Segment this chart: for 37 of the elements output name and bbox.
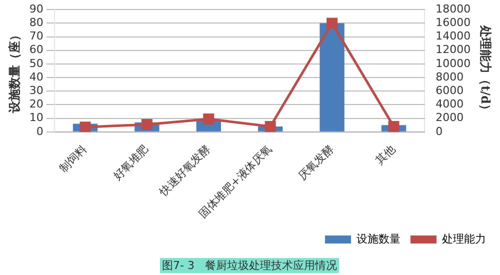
point <box>326 18 338 29</box>
y2-tick-label: 4000 <box>436 98 464 111</box>
y-tick-label: 40 <box>29 70 44 84</box>
y-tick-label: 0 <box>36 124 44 138</box>
point <box>80 122 91 132</box>
y2-tick-label: 10000 <box>436 56 471 70</box>
point <box>203 114 214 125</box>
x-tick-label: 制饲料 <box>56 142 90 176</box>
x-tick-label: 好氧堆肥 <box>110 142 152 183</box>
x-tick-label: 快速好氧发酵 <box>156 142 213 200</box>
y-tick-label: 80 <box>29 16 44 30</box>
y2-axis-title: 处理能力（t/d） <box>478 24 493 116</box>
y2-tick-label: 16000 <box>436 16 471 30</box>
point <box>141 118 152 130</box>
y2-tick-label: 0 <box>436 124 443 138</box>
y-tick-label: 90 <box>29 2 44 16</box>
bar <box>320 23 344 132</box>
y-axis-title: 设施数量（座） <box>7 28 22 114</box>
y-tick-label: 60 <box>29 43 44 56</box>
y-tick-label: 30 <box>29 84 44 98</box>
x-tick-label: 厌氧发酵 <box>296 142 336 183</box>
y-tick-label: 20 <box>29 98 44 111</box>
caption: 图7- 3 餐厨垃圾处理技术应用情况 <box>160 258 339 273</box>
y2-tick-label: 8000 <box>436 70 464 84</box>
y-tick-label: 50 <box>29 56 44 70</box>
legend-label: 处理能力 <box>442 232 486 246</box>
y-tick-label: 10 <box>29 111 44 124</box>
point <box>264 120 276 132</box>
x-tick-label: 其他 <box>373 142 398 168</box>
y2-tick-label: 12000 <box>436 43 471 56</box>
y2-tick-label: 6000 <box>436 84 464 98</box>
y-tick-label: 70 <box>29 30 44 43</box>
y2-tick-label: 18000 <box>436 2 471 16</box>
point <box>388 120 400 132</box>
legend-label: 设施数量 <box>356 232 400 246</box>
y2-tick-label: 14000 <box>436 30 471 43</box>
y2-tick-label: 2000 <box>436 111 464 124</box>
